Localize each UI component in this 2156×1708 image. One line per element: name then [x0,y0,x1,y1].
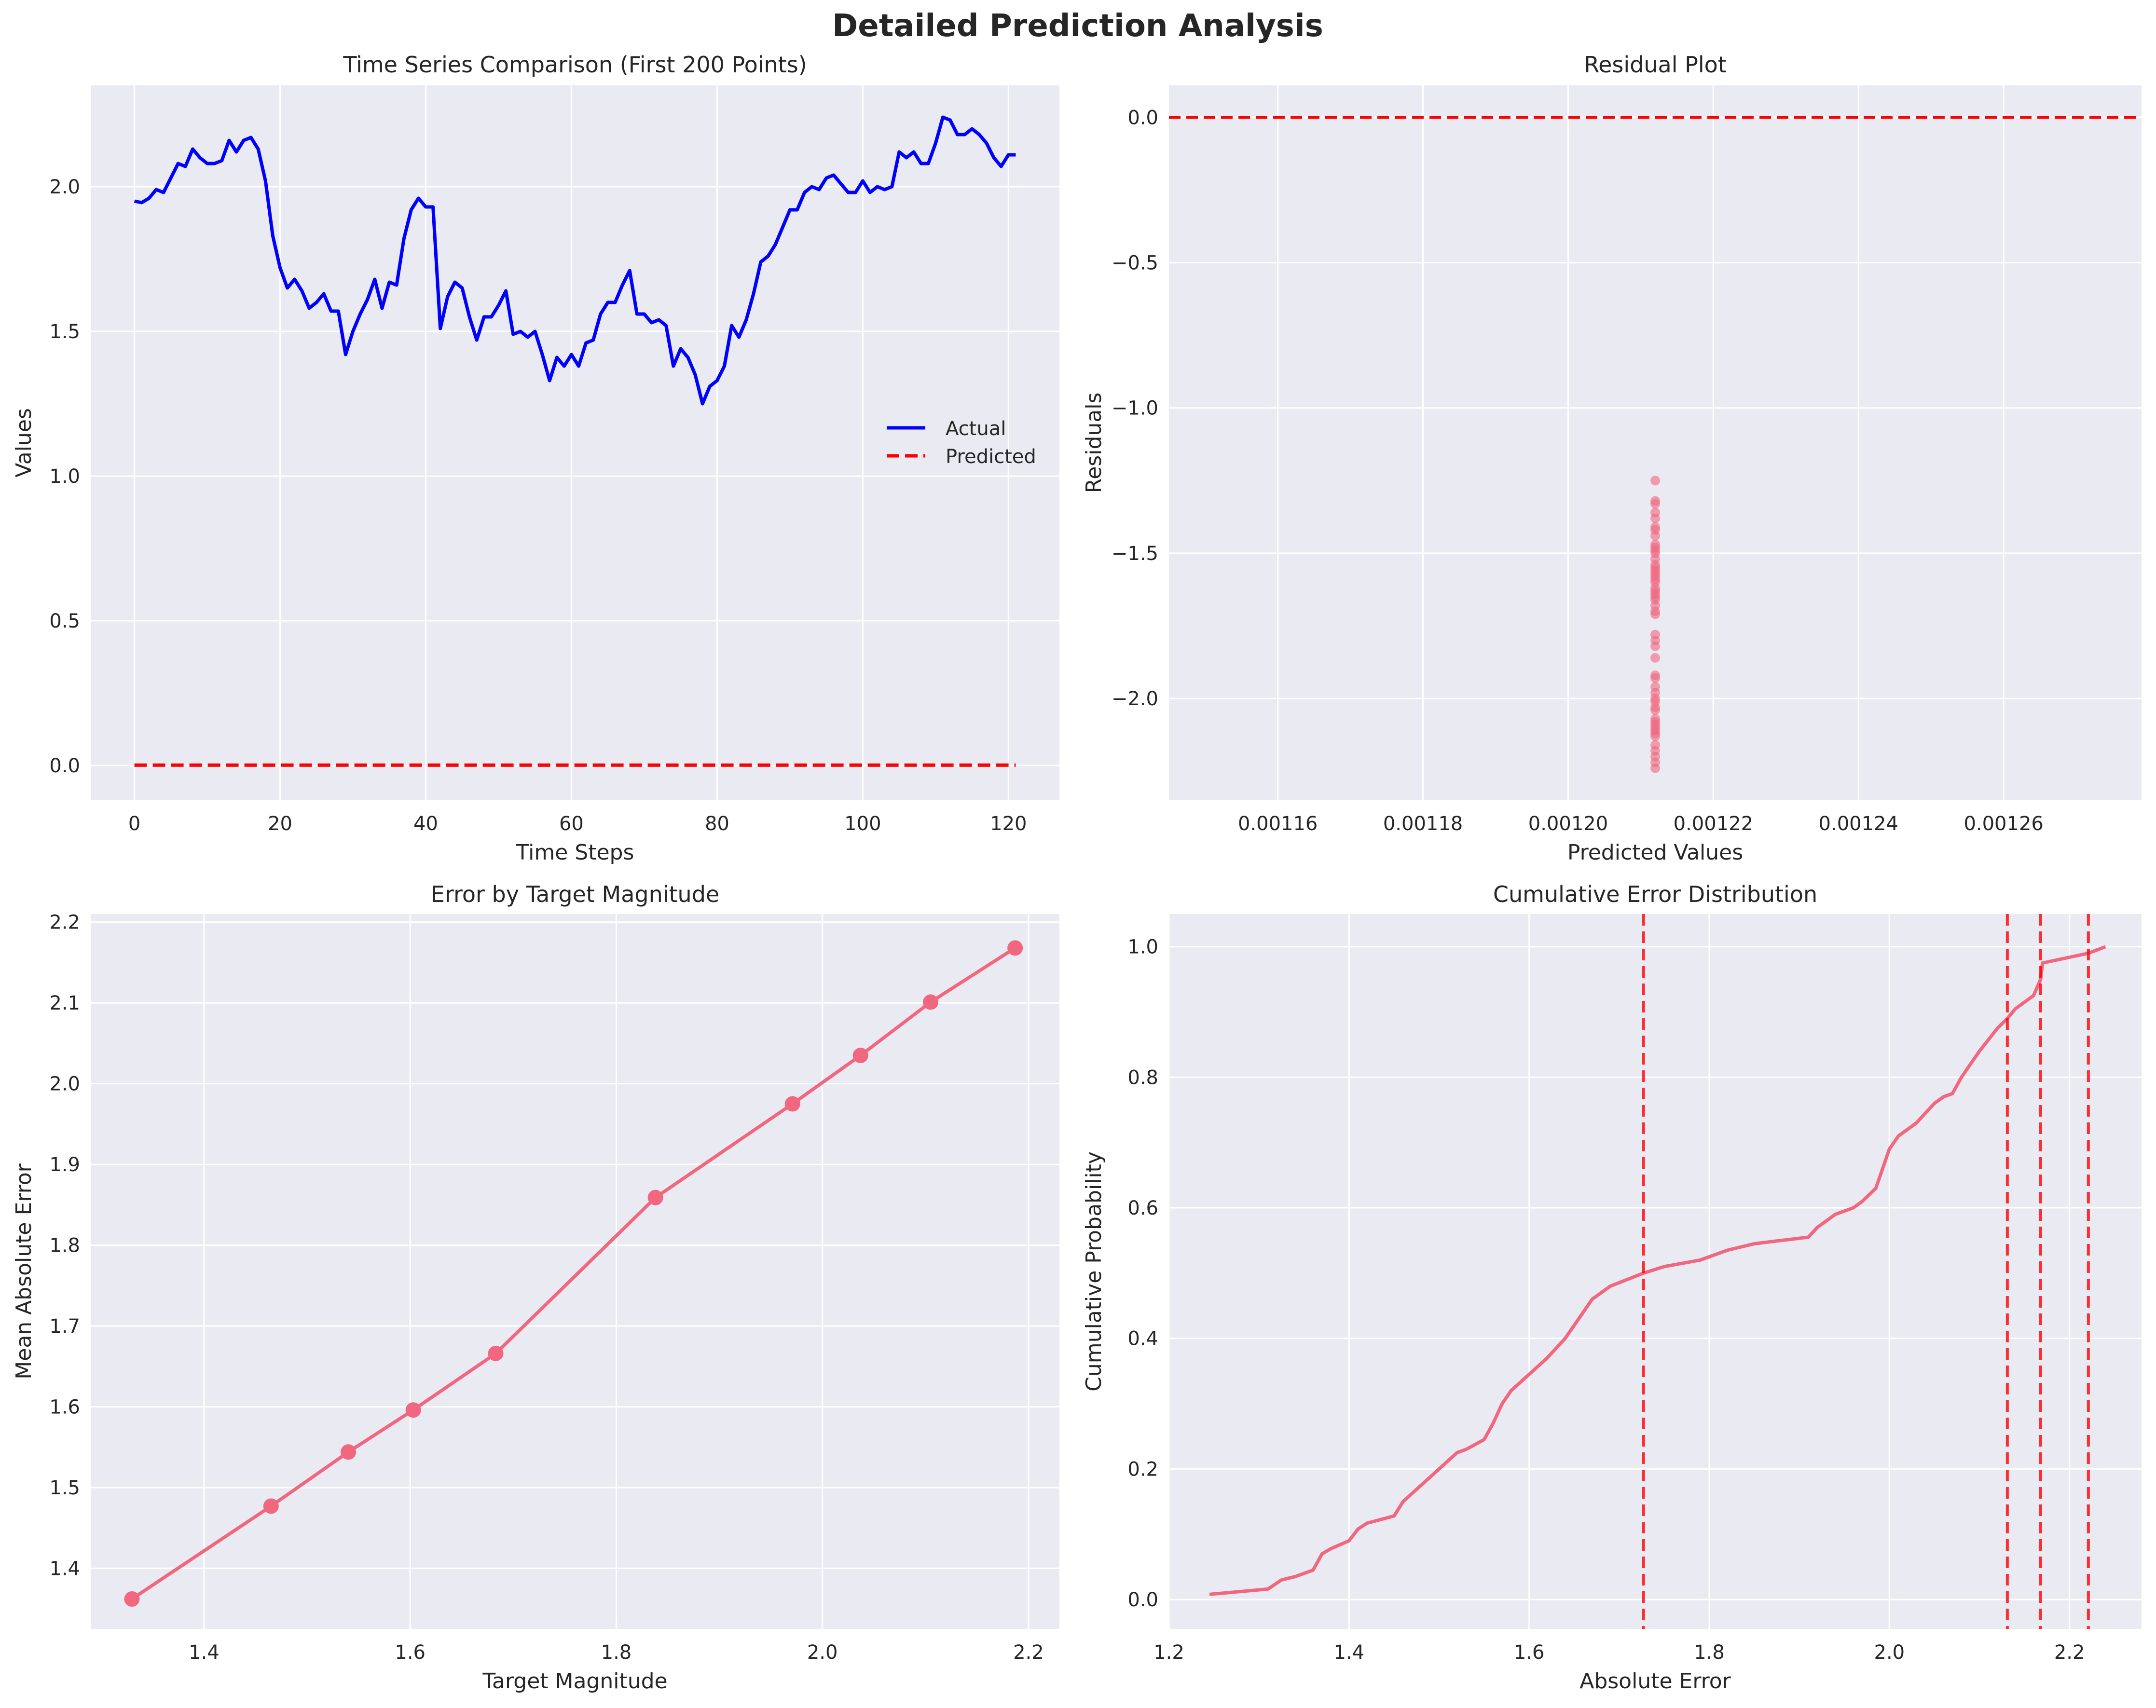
y-tick-label: 0.6 [1127,1197,1158,1219]
residual-point [1650,705,1660,715]
y-tick-label: −1.5 [1112,543,1158,565]
x-tick-label: 20 [268,813,292,835]
y-tick-label: 1.5 [49,1477,80,1499]
y-tick-label: 2.0 [49,176,80,198]
y-tick-label: 0.4 [1127,1328,1158,1350]
residual-point [1650,641,1660,651]
y-axis-label: Mean Absolute Error [12,1163,36,1379]
x-tick-label: 0.00122 [1674,813,1753,835]
y-tick-label: 1.9 [49,1154,80,1176]
y-tick-label: 0.8 [1127,1066,1158,1089]
x-tick-label: 1.2 [1154,1641,1184,1664]
residual-point [1650,531,1660,541]
series-actual-line [134,115,1016,406]
residual-point [1650,513,1660,523]
y-tick-label: 1.0 [1127,936,1158,958]
x-tick-label: 2.2 [1013,1641,1044,1664]
x-tick-label: 1.4 [1334,1641,1365,1664]
y-tick-label: −1.0 [1112,397,1158,420]
y-tick-label: 1.6 [49,1396,80,1418]
x-tick-label: 2.0 [1874,1641,1905,1664]
mae-point [263,1498,279,1514]
y-tick-label: 1.0 [49,465,80,488]
x-axis-label: Absolute Error [1579,1669,1731,1694]
x-tick-label: 0.00118 [1383,813,1463,835]
mae-line [131,946,1016,1600]
residual-point [1650,763,1660,773]
x-tick-label: 120 [990,813,1027,835]
legend-actual-label: Actual [946,418,1006,440]
y-tick-label: 2.1 [49,992,80,1014]
mae-point [852,1048,868,1064]
panel-title: Residual Plot [1584,52,1727,78]
x-tick-label: 1.8 [1694,1641,1725,1664]
residual-point [1650,499,1660,509]
mae-point [488,1345,504,1361]
y-tick-label: −2.0 [1112,688,1158,710]
residual-panel: 0.00116 0.00118 0.00120 0.00122 0.00124 0.001… [1082,52,2142,865]
y-tick-label: 0.0 [1127,1589,1158,1611]
y-tick-label: −0.5 [1112,252,1158,274]
x-tick-label: 1.6 [395,1641,426,1664]
time-series-panel: 0 20 40 60 80 100 120 0.0 0.5 1.0 1.5 2.0 Time Seri… [12,52,1059,865]
x-tick-label: 1.8 [601,1641,632,1664]
mae-point [647,1189,663,1205]
x-tick-label: 0 [128,813,140,835]
x-axis-label: Target Magnitude [482,1669,667,1694]
cdf-line [1209,945,2106,1596]
panel-title: Error by Target Magnitude [431,881,719,907]
mae-point [1007,940,1023,956]
y-tick-label: 0.0 [49,755,80,777]
y-tick-label: 1.8 [49,1235,80,1257]
mae-point [341,1444,357,1460]
x-tick-label: 100 [844,813,881,835]
residual-point [1650,609,1660,619]
plot-area [91,914,1059,1629]
y-tick-label: 2.2 [49,912,80,934]
plot-area [91,85,1059,800]
y-tick-label: 1.5 [49,321,80,343]
mae-point [124,1591,140,1607]
y-axis-label: Cumulative Probability [1082,1151,1106,1392]
y-tick-label: 0.0 [1127,107,1158,129]
x-tick-label: 80 [705,813,729,835]
x-tick-label: 60 [559,813,584,835]
x-tick-label: 2.0 [807,1641,838,1664]
y-axis-label: Residuals [1082,393,1106,493]
mae-point [405,1402,421,1418]
x-tick-label: 40 [413,813,438,835]
residual-point [1650,731,1660,741]
legend: Actual Predicted [887,418,1036,468]
x-axis-label: Predicted Values [1567,840,1743,865]
mae-point [784,1096,800,1112]
plot-area [1169,914,2142,1629]
x-tick-label: 1.6 [1514,1641,1545,1664]
residual-point [1650,476,1660,486]
figure-title: Detailed Prediction Analysis [832,8,1323,44]
mae-point [922,994,938,1010]
x-tick-label: 0.00124 [1819,813,1898,835]
y-tick-label: 1.7 [49,1315,80,1338]
cumulative-error-panel: 1.2 1.4 1.6 1.8 2.0 2.2 0.0 0.2 0.4 0.6 0.8 1.0 Cum… [1082,881,2142,1694]
y-axis-label: Values [12,408,36,478]
x-tick-label: 1.4 [189,1641,220,1664]
residual-point [1650,673,1660,683]
y-tick-label: 0.2 [1127,1458,1158,1480]
panel-title: Time Series Comparison (First 200 Points… [343,52,807,78]
y-tick-label: 0.5 [49,610,80,632]
x-tick-label: 0.00126 [1964,813,2043,835]
x-tick-label: 2.2 [2054,1641,2085,1664]
y-tick-label: 1.4 [49,1558,80,1580]
residual-point [1650,653,1660,663]
panel-title: Cumulative Error Distribution [1493,881,1817,907]
x-axis-label: Time Steps [516,840,634,865]
x-tick-label: 0.00116 [1238,813,1318,835]
error-by-magnitude-panel: 1.4 1.6 1.8 2.0 2.2 1.4 1.5 1.6 1.7 1.8 1.9 2.0 2.1 2… [12,881,1059,1694]
y-tick-label: 2.0 [49,1073,80,1095]
legend-predicted-label: Predicted [946,446,1036,468]
x-tick-label: 0.00120 [1528,813,1608,835]
